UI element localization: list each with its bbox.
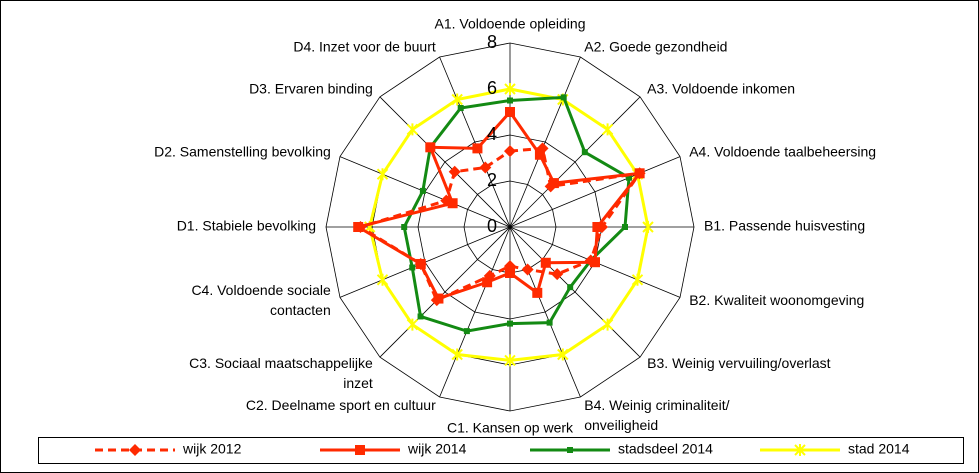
legend-label: wijk 2012 bbox=[182, 441, 242, 457]
category-label: B2. Kwaliteit woonomgeving bbox=[689, 292, 864, 308]
point bbox=[622, 224, 628, 230]
point bbox=[546, 319, 553, 326]
point bbox=[505, 107, 515, 117]
point bbox=[409, 264, 416, 271]
point bbox=[625, 174, 632, 181]
point bbox=[560, 94, 567, 101]
point bbox=[504, 83, 516, 95]
point bbox=[447, 198, 458, 209]
series bbox=[401, 94, 632, 335]
category-label: A3. Voldoende inkomen bbox=[647, 81, 795, 97]
category-label: B1. Passende huisvesting bbox=[704, 218, 865, 234]
point bbox=[540, 257, 551, 268]
spoke bbox=[379, 226, 511, 358]
tick: 2 bbox=[487, 170, 497, 190]
point bbox=[507, 97, 513, 104]
point bbox=[479, 161, 492, 174]
point bbox=[414, 257, 427, 270]
spoke bbox=[509, 226, 581, 398]
point bbox=[551, 268, 564, 281]
point bbox=[536, 142, 549, 155]
point bbox=[584, 254, 597, 267]
category-label: A2. Goede gezondheid bbox=[584, 38, 727, 54]
point bbox=[581, 149, 588, 156]
category-label: C2. Deelname sport en cultuur bbox=[246, 397, 436, 413]
point bbox=[504, 145, 516, 158]
spoke bbox=[509, 96, 641, 228]
spoke bbox=[439, 56, 511, 228]
point bbox=[548, 178, 559, 189]
series-line bbox=[356, 146, 643, 303]
category-label: A4. Voldoende taalbeheersing bbox=[689, 143, 876, 159]
legend-marker bbox=[794, 444, 806, 456]
point bbox=[417, 313, 424, 320]
tick: 8 bbox=[487, 32, 497, 52]
spoke bbox=[439, 226, 511, 398]
series bbox=[354, 142, 646, 307]
point bbox=[482, 277, 493, 288]
point bbox=[504, 354, 516, 367]
spoke bbox=[509, 226, 641, 358]
category-label: C1. Kansen op werk bbox=[447, 420, 574, 436]
point bbox=[507, 320, 513, 327]
point bbox=[425, 142, 436, 153]
category-label: C3. Sociaal maatschappelijke inzet bbox=[189, 355, 373, 391]
spoke bbox=[379, 96, 511, 228]
point bbox=[457, 105, 464, 112]
legend-marker bbox=[355, 445, 365, 455]
tick: 6 bbox=[487, 78, 497, 98]
category-label: D4. Inzet voor de buurt bbox=[293, 38, 436, 54]
point bbox=[376, 273, 389, 286]
point bbox=[406, 123, 419, 136]
legend-marker bbox=[567, 447, 573, 453]
point bbox=[440, 194, 453, 207]
point bbox=[532, 287, 543, 298]
point bbox=[419, 187, 426, 194]
category-label: C4. Voldoende sociale contacten bbox=[191, 282, 331, 318]
point bbox=[544, 180, 557, 193]
point bbox=[534, 149, 545, 160]
legend-label: stad 2014 bbox=[848, 441, 910, 457]
point bbox=[642, 221, 654, 233]
spoke bbox=[509, 56, 581, 228]
point bbox=[633, 167, 646, 180]
category-label: B3. Weinig vervuiling/overlast bbox=[647, 355, 830, 371]
point bbox=[631, 273, 644, 286]
category-label: D2. Samenstelling bevolking bbox=[154, 143, 331, 159]
point bbox=[596, 221, 608, 233]
tick: 0 bbox=[487, 216, 497, 236]
point bbox=[354, 221, 367, 233]
point bbox=[504, 260, 516, 273]
tick: 4 bbox=[487, 124, 497, 144]
category-label: D1. Stabiele bevolking bbox=[177, 218, 316, 234]
point bbox=[567, 284, 574, 291]
category-label: A1. Voldoende opleiding bbox=[434, 16, 585, 32]
category-label: B4. Weinig criminaliteit/onveiligheid bbox=[584, 397, 729, 433]
point bbox=[463, 328, 470, 335]
point bbox=[376, 168, 389, 181]
point bbox=[483, 269, 496, 282]
legend-marker bbox=[129, 444, 141, 456]
point bbox=[430, 294, 443, 307]
point bbox=[589, 257, 600, 268]
point bbox=[472, 143, 483, 154]
legend-label: stadsdeel 2014 bbox=[618, 441, 713, 457]
point bbox=[448, 165, 461, 178]
point bbox=[406, 318, 419, 331]
point bbox=[401, 224, 408, 230]
point bbox=[451, 348, 463, 361]
point bbox=[521, 263, 534, 276]
category-label: D3. Ervaren binding bbox=[249, 81, 373, 97]
point bbox=[505, 268, 515, 278]
legend-label: wijk 2014 bbox=[407, 441, 467, 457]
spoke bbox=[509, 156, 681, 228]
point bbox=[601, 123, 614, 136]
point bbox=[451, 93, 463, 106]
point bbox=[601, 318, 614, 331]
point bbox=[557, 348, 569, 361]
